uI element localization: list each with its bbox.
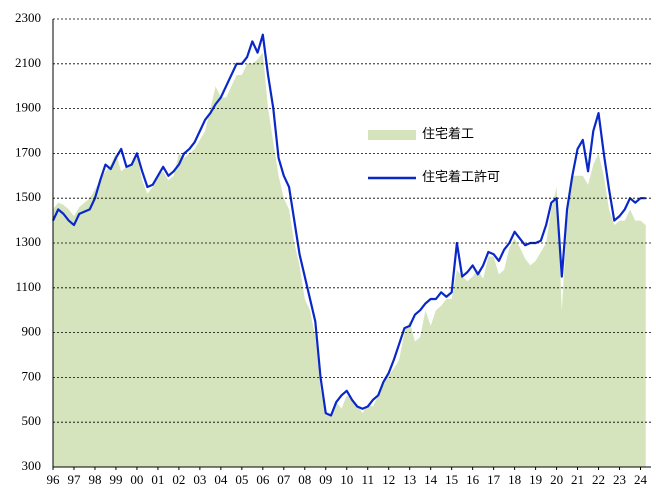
- y-tick-label: 700: [22, 368, 42, 383]
- line: [52, 33, 646, 417]
- y-tick-label: 1500: [15, 189, 41, 204]
- x-tick-label: 03: [193, 472, 206, 487]
- x-tick-label: 15: [445, 472, 458, 487]
- x-tick-label: 20: [550, 472, 563, 487]
- x-tick-label: 19: [529, 472, 542, 487]
- x-tick-label: 00: [130, 472, 143, 487]
- x-tick-label: 21: [571, 472, 584, 487]
- y-tick-label: 500: [22, 413, 42, 428]
- legend-label: 住宅着工: [422, 126, 474, 141]
- x-tick-label: 02: [172, 472, 185, 487]
- y-tick-label: 300: [22, 458, 42, 473]
- x-tick-label: 08: [298, 472, 311, 487]
- y-tick-label: 2100: [15, 55, 41, 70]
- legend-swatch: [368, 130, 416, 140]
- x-tick-label: 05: [235, 472, 248, 487]
- x-tick-label: 04: [214, 472, 228, 487]
- y-tick-label: 2300: [15, 10, 41, 25]
- legend-label: 住宅着工許可: [422, 169, 500, 184]
- x-tick-label: 10: [340, 472, 353, 487]
- x-tick-label: 24: [634, 472, 648, 487]
- y-tick-label: 1100: [15, 279, 41, 294]
- x-tick-label: 97: [67, 472, 81, 487]
- x-tick-label: 06: [256, 472, 270, 487]
- x-tick-label: 07: [277, 472, 291, 487]
- x-tick-label: 01: [151, 472, 164, 487]
- y-tick-label: 1300: [15, 234, 41, 249]
- x-tick-label: 11: [361, 472, 374, 487]
- x-tick-label: 17: [487, 472, 501, 487]
- x-tick-label: 99: [109, 472, 122, 487]
- x-tick-label: 12: [382, 472, 395, 487]
- x-tick-label: 23: [613, 472, 626, 487]
- x-tick-label: 13: [403, 472, 416, 487]
- x-tick-label: 96: [47, 472, 61, 487]
- y-tick-label: 1900: [15, 100, 41, 115]
- x-tick-label: 18: [508, 472, 521, 487]
- y-tick-label: 900: [22, 324, 42, 339]
- area: [53, 52, 646, 467]
- x-tick-label: 16: [466, 472, 480, 487]
- x-tick-label: 22: [592, 472, 605, 487]
- y-tick-label: 1700: [15, 144, 41, 159]
- x-tick-label: 98: [88, 472, 101, 487]
- x-tick-label: 09: [319, 472, 332, 487]
- x-tick-label: 14: [424, 472, 438, 487]
